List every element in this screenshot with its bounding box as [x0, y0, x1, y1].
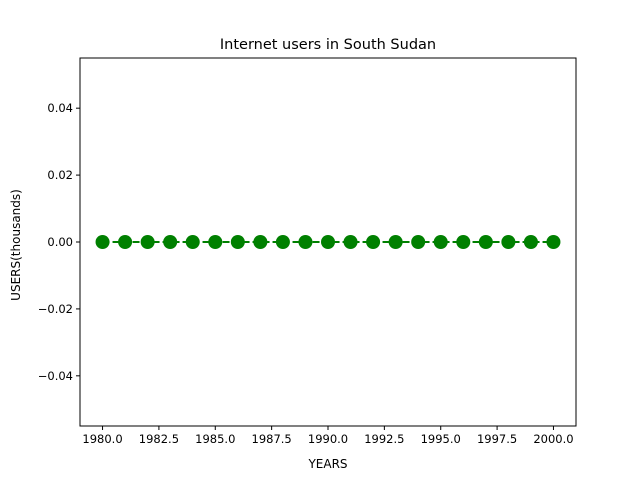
- data-point: [140, 235, 155, 249]
- x-tick-label: 1992.5: [364, 432, 404, 446]
- y-tick-label: 0.02: [47, 168, 73, 182]
- x-tick-label: 1982.5: [139, 432, 179, 446]
- data-point: [501, 235, 516, 249]
- data-point: [366, 235, 381, 249]
- x-tick-label: 1987.5: [252, 432, 292, 446]
- data-point: [253, 235, 268, 249]
- x-tick-label: 1995.0: [421, 432, 461, 446]
- data-point: [208, 235, 223, 249]
- data-point: [321, 235, 335, 249]
- x-tick-label: 2000.0: [533, 432, 573, 446]
- x-axis-label: YEARS: [307, 457, 347, 471]
- plot-area-frame: [79, 57, 577, 427]
- series: [95, 235, 561, 249]
- data-point: [118, 235, 133, 249]
- data-point: [433, 235, 448, 249]
- data-point: [478, 235, 493, 249]
- data-point: [275, 235, 290, 249]
- data-point: [388, 235, 403, 249]
- y-tick-label: 0.04: [47, 101, 73, 115]
- data-point: [523, 235, 538, 249]
- data-point: [163, 235, 178, 249]
- data-point: [185, 235, 200, 249]
- y-tick-label: 0.00: [47, 235, 73, 249]
- x-tick-label: 1997.5: [477, 432, 517, 446]
- y-axis-label: USERS(thousands): [9, 189, 23, 301]
- data-point: [411, 235, 426, 249]
- data-point: [95, 235, 110, 249]
- data-point: [343, 235, 358, 249]
- ticks: 1980.0 1982.5 1985.0 1987.5 1990.0 1992.5 1995…: [38, 101, 574, 446]
- data-point: [546, 235, 561, 249]
- x-tick-label: 1980.0: [82, 432, 122, 446]
- chart-title: Internet users in South Sudan: [220, 37, 436, 53]
- x-tick-label: 1990.0: [308, 432, 348, 446]
- data-point: [298, 235, 313, 249]
- y-tick-label: −0.02: [38, 302, 73, 316]
- y-tick-label: −0.04: [38, 369, 73, 383]
- data-point: [230, 235, 245, 249]
- x-tick-label: 1985.0: [195, 432, 235, 446]
- data-point: [456, 235, 471, 249]
